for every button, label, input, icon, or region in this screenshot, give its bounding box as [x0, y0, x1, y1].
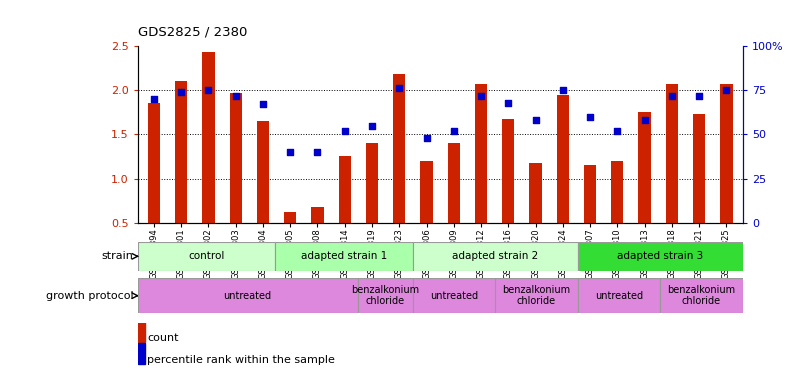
Bar	[175, 81, 187, 223]
Point	[584, 114, 597, 120]
Bar	[393, 74, 406, 223]
Text: benzalkonium
chloride: benzalkonium chloride	[667, 285, 736, 306]
Bar	[638, 112, 651, 223]
Bar	[495, 278, 578, 313]
Point	[148, 96, 160, 102]
Bar	[421, 161, 432, 223]
Point	[475, 93, 487, 99]
Bar	[530, 163, 542, 223]
Point	[230, 93, 242, 99]
Bar	[365, 143, 378, 223]
Bar	[275, 242, 413, 271]
Bar	[720, 84, 733, 223]
Bar	[413, 242, 578, 271]
Point	[174, 89, 187, 95]
Bar	[612, 161, 623, 223]
Text: benzalkonium
chloride: benzalkonium chloride	[502, 285, 571, 306]
Text: adapted strain 3: adapted strain 3	[617, 251, 703, 262]
Bar	[257, 121, 269, 223]
Point	[556, 87, 569, 93]
Point	[666, 93, 678, 99]
Bar	[230, 93, 242, 223]
Point	[529, 117, 542, 123]
Bar	[578, 242, 743, 271]
Bar	[138, 321, 145, 342]
Text: benzalkonium
chloride: benzalkonium chloride	[351, 285, 419, 306]
Point	[447, 128, 460, 134]
Bar	[578, 278, 660, 313]
Point	[284, 149, 296, 155]
Text: strain: strain	[101, 251, 134, 262]
Point	[339, 128, 351, 134]
Bar	[284, 212, 296, 223]
Bar	[358, 278, 413, 313]
Bar	[202, 52, 215, 223]
Bar	[138, 343, 145, 364]
Text: count: count	[148, 333, 179, 343]
Bar	[413, 278, 495, 313]
Text: untreated: untreated	[595, 291, 643, 301]
Bar	[138, 278, 358, 313]
Point	[311, 149, 324, 155]
Point	[611, 128, 623, 134]
Bar	[448, 143, 460, 223]
Text: control: control	[188, 251, 225, 262]
Text: percentile rank within the sample: percentile rank within the sample	[148, 355, 336, 365]
Bar	[502, 119, 515, 223]
Point	[693, 93, 706, 99]
Point	[638, 117, 651, 123]
Bar	[693, 114, 705, 223]
Bar	[556, 95, 569, 223]
Bar	[339, 156, 351, 223]
Point	[202, 87, 215, 93]
Bar	[138, 242, 275, 271]
Text: adapted strain 2: adapted strain 2	[452, 251, 538, 262]
Text: GDS2825 / 2380: GDS2825 / 2380	[138, 25, 247, 38]
Bar	[475, 84, 487, 223]
Point	[365, 122, 378, 129]
Text: adapted strain 1: adapted strain 1	[301, 251, 387, 262]
Point	[257, 101, 270, 108]
Bar	[584, 166, 597, 223]
Text: growth protocol: growth protocol	[46, 291, 134, 301]
Bar	[660, 278, 743, 313]
Text: untreated: untreated	[430, 291, 478, 301]
Bar	[311, 207, 324, 223]
Text: untreated: untreated	[223, 291, 272, 301]
Point	[720, 87, 733, 93]
Point	[421, 135, 433, 141]
Bar	[148, 104, 160, 223]
Point	[502, 99, 515, 106]
Point	[393, 85, 406, 91]
Bar	[666, 84, 678, 223]
